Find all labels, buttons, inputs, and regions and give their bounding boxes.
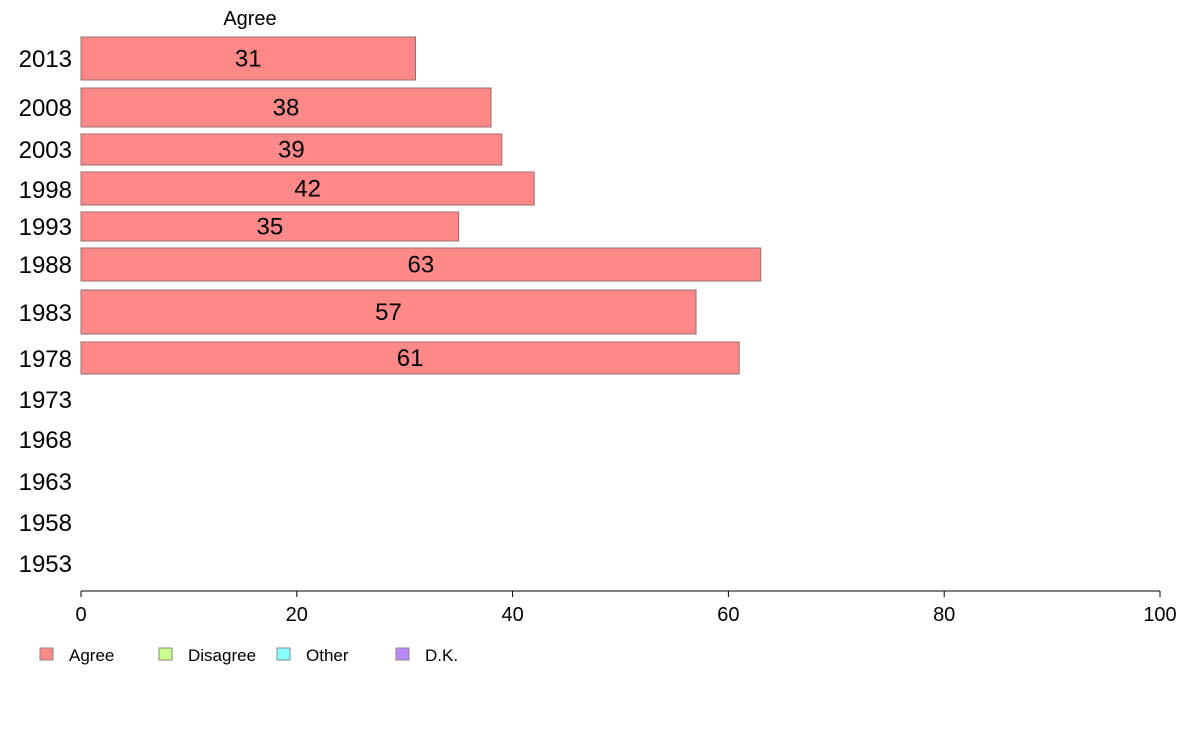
year-label-1993: 1993 [19, 214, 72, 241]
bar-2008 [80, 87, 492, 128]
data-label-1978: 61 [397, 345, 424, 372]
legend-label: Other [306, 646, 349, 665]
legend-swatch [276, 647, 291, 661]
chart-title: Agree [223, 8, 276, 30]
x-tick-label: 60 [717, 604, 739, 626]
data-label-1998: 42 [294, 176, 321, 203]
data-label-1983: 57 [375, 299, 402, 326]
year-label-1958: 1958 [19, 510, 72, 537]
year-label-1963: 1963 [19, 469, 72, 496]
bar-1983 [80, 289, 697, 335]
year-label-1998: 1998 [19, 177, 72, 204]
legend-label: Agree [69, 646, 114, 665]
year-label-1988: 1988 [19, 252, 72, 279]
legend-label: Disagree [188, 646, 256, 665]
legend: Agree Disagree Other D.K. [39, 646, 458, 665]
year-label-1973: 1973 [19, 387, 72, 414]
x-tick-label: 100 [1143, 604, 1176, 626]
x-axis: 0 20 40 60 80 100 [75, 590, 1177, 626]
data-label-2013: 31 [235, 46, 262, 73]
bar-1988 [80, 247, 762, 282]
bar-2013 [80, 36, 416, 81]
x-tick-label: 40 [501, 604, 523, 626]
data-label-1988: 63 [408, 252, 435, 279]
year-labels: 2013 2008 2003 1998 1993 1988 1983 1978 1973 1968… [19, 46, 72, 578]
bar-1993 [80, 211, 460, 242]
data-label-2008: 38 [273, 95, 300, 122]
year-label-2008: 2008 [19, 95, 72, 122]
legend-swatch [395, 647, 410, 661]
bar-2003 [80, 133, 503, 166]
legend-swatch [158, 647, 173, 661]
year-label-2003: 2003 [19, 137, 72, 164]
data-label-1993: 35 [256, 214, 283, 241]
year-label-1953: 1953 [19, 551, 72, 578]
legend-swatch [39, 647, 54, 661]
year-label-1983: 1983 [19, 300, 72, 327]
x-tick-label: 0 [75, 604, 86, 626]
bar-1998 [80, 171, 535, 206]
data-label-2003: 39 [278, 137, 305, 164]
x-tick-label: 80 [933, 604, 955, 626]
legend-label: D.K. [425, 646, 458, 665]
year-label-1968: 1968 [19, 427, 72, 454]
x-tick-label: 20 [286, 604, 308, 626]
year-label-2013: 2013 [19, 46, 72, 73]
year-label-1978: 1978 [19, 346, 72, 373]
bar-1978 [80, 341, 740, 375]
